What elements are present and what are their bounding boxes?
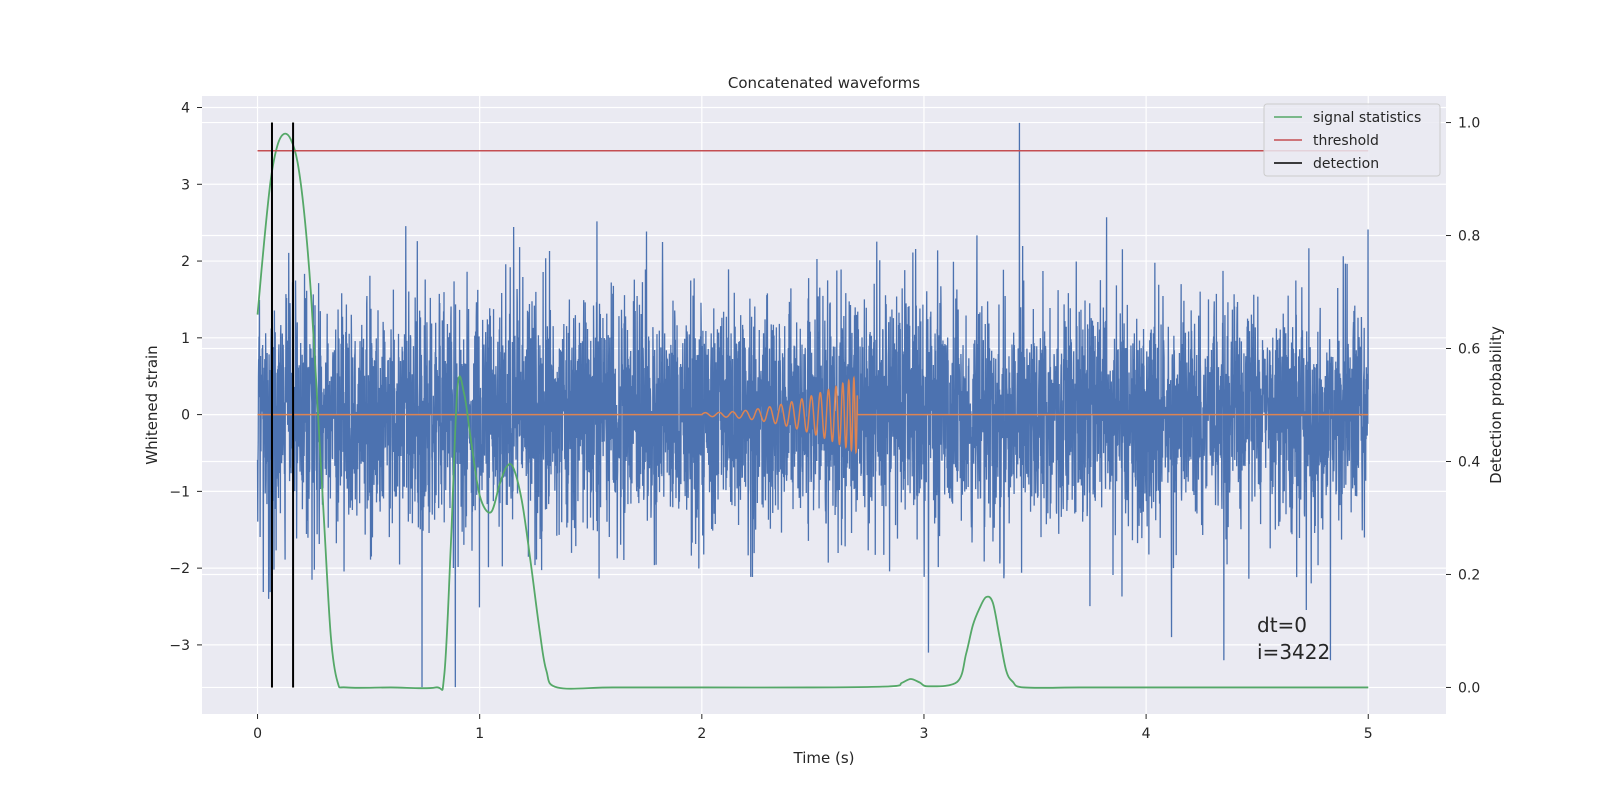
y2-axis-label: Detection probability [1487,326,1505,484]
chart-title: Concatenated waveforms [728,74,920,92]
x-tick-label: 5 [1364,726,1373,742]
legend-label-threshold: threshold [1313,133,1379,149]
noise-line [256,122,1369,688]
detection-series [270,122,295,688]
legend-box [1263,103,1441,177]
x-tick-label: 0 [253,726,262,742]
y2-tick-label: 0.6 [1458,342,1480,358]
y2-tick-label: 0.0 [1458,680,1480,696]
legend-label-detection: detection [1313,156,1379,172]
y2-tick-label: 0.8 [1458,229,1480,245]
x-tick-label: 1 [475,726,484,742]
annotation-index: i=3422 [1257,640,1330,664]
x-tick-label: 4 [1142,726,1151,742]
y-axis-label: Whitened strain [143,345,161,464]
y-tick-label: −2 [169,561,190,577]
y-tick-label: −3 [169,638,190,654]
y-tick-label: 0 [181,408,190,424]
y2-tick-label: 0.4 [1458,454,1480,470]
y-tick-label: 3 [181,177,190,193]
y2-tick-label: 1.0 [1458,116,1480,132]
injection-line [257,375,1369,455]
x-axis-label: Time (s) [793,749,855,767]
noise-series [256,122,1369,688]
y-tick-label: 2 [181,254,190,270]
signal-statistics-series [256,132,1369,691]
y2-tick-label: 0.2 [1458,567,1480,583]
injection-series [257,375,1369,455]
legend-label-signal-statistics: signal statistics [1313,110,1421,126]
legend: signal statistics threshold detection [1263,103,1441,177]
y-tick-label: 4 [181,101,190,117]
x-tick-label: 3 [920,726,929,742]
signal-statistics-line [256,132,1369,691]
axis-ticks: 0 1 2 3 4 5 −3 −2 −1 0 1 2 3 4 0.0 0.2 0.4 0.6 0.8 1.0 [169,101,1480,742]
annotation-dt: dt=0 [1257,613,1307,637]
x-tick-label: 2 [697,726,706,742]
y-tick-label: −1 [169,484,190,500]
y-tick-label: 1 [181,331,190,347]
